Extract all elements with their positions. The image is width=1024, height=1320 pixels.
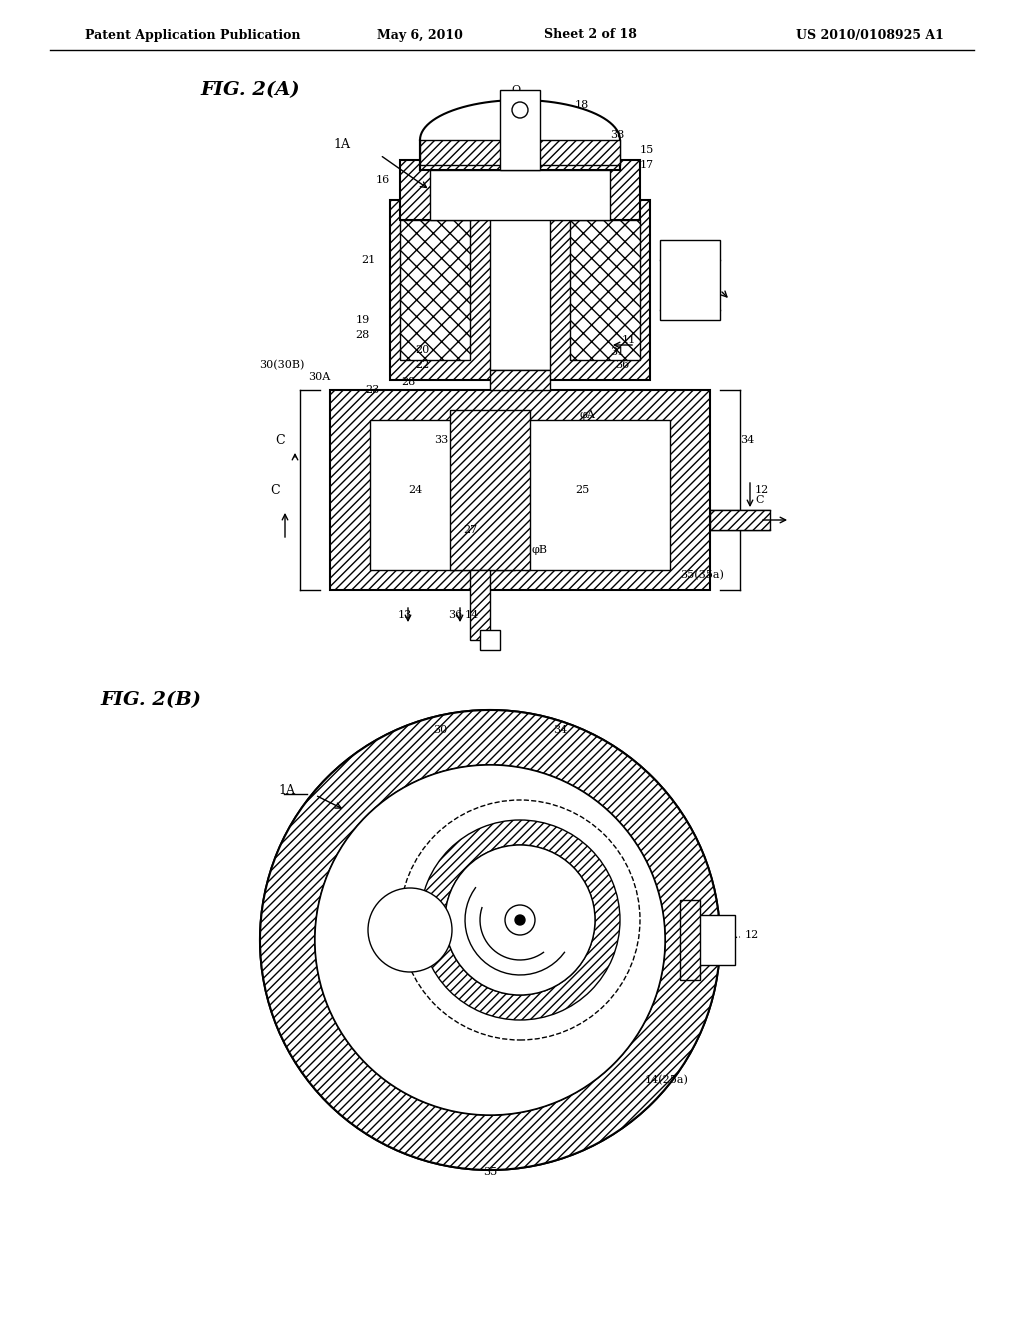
Text: 36: 36	[447, 610, 462, 620]
Circle shape	[260, 710, 720, 1170]
Text: 13: 13	[398, 610, 412, 620]
Text: 27: 27	[463, 525, 477, 535]
Text: 23: 23	[366, 385, 380, 395]
Text: 28: 28	[355, 330, 370, 341]
Circle shape	[512, 102, 528, 117]
Text: 35(35a): 35(35a)	[680, 570, 724, 581]
Text: 34: 34	[553, 725, 567, 735]
Bar	[480, 630, 500, 649]
Text: 30A: 30A	[308, 372, 330, 381]
Text: 12: 12	[745, 931, 759, 940]
Wedge shape	[260, 710, 720, 1170]
Circle shape	[315, 766, 665, 1115]
Circle shape	[368, 888, 452, 972]
Bar	[400, 220, 470, 360]
Text: 1A: 1A	[333, 139, 350, 152]
Bar	[500, 90, 540, 170]
Bar	[470, 570, 490, 640]
Text: φB: φB	[532, 545, 548, 554]
Bar	[370, 420, 515, 570]
Text: 20(23)24: 20(23)24	[520, 845, 571, 855]
Bar	[450, 411, 530, 570]
Bar	[390, 201, 650, 380]
Circle shape	[515, 915, 525, 925]
Text: 19: 19	[355, 315, 370, 325]
Text: 15: 15	[640, 145, 654, 154]
Bar	[710, 510, 770, 531]
Bar	[680, 900, 700, 979]
Bar	[570, 220, 640, 360]
Text: 30: 30	[433, 725, 447, 735]
Text: US 2010/0108925 A1: US 2010/0108925 A1	[796, 29, 944, 41]
Text: 38: 38	[610, 129, 625, 140]
Text: 33: 33	[434, 436, 449, 445]
Bar	[490, 210, 550, 370]
Text: 36: 36	[615, 360, 630, 370]
Text: 14: 14	[465, 610, 479, 620]
Text: 25: 25	[441, 1040, 455, 1049]
Text: 11: 11	[622, 335, 636, 345]
Text: FIG. 2(A): FIG. 2(A)	[200, 81, 300, 99]
Bar	[695, 915, 735, 965]
Text: 12: 12	[755, 484, 769, 495]
Text: 22: 22	[416, 360, 430, 370]
Wedge shape	[420, 820, 620, 1020]
Bar	[490, 370, 550, 389]
Text: 30(30B): 30(30B)	[260, 360, 305, 370]
Text: C: C	[275, 433, 285, 446]
Text: 20: 20	[416, 345, 430, 355]
Text: O: O	[511, 84, 520, 95]
Text: 21: 21	[360, 255, 375, 265]
Bar	[400, 160, 640, 220]
Circle shape	[445, 845, 595, 995]
Text: 28: 28	[400, 378, 415, 387]
Text: Sheet 2 of 18: Sheet 2 of 18	[544, 29, 637, 41]
Text: 25: 25	[575, 484, 589, 495]
Text: C: C	[755, 495, 764, 506]
Bar	[430, 170, 610, 220]
Text: 1A: 1A	[278, 784, 295, 796]
Bar	[660, 240, 720, 319]
Text: 31: 31	[610, 347, 625, 356]
Bar	[525, 420, 670, 570]
Text: 18: 18	[575, 100, 589, 110]
Bar	[330, 389, 710, 590]
Bar	[420, 140, 620, 165]
Text: 14(25a): 14(25a)	[645, 1074, 689, 1085]
Text: C: C	[270, 483, 280, 496]
Text: 17: 17	[640, 160, 654, 170]
Text: O: O	[467, 1045, 476, 1055]
Circle shape	[505, 906, 535, 935]
Text: 34: 34	[740, 436, 755, 445]
Text: 13: 13	[383, 1035, 397, 1045]
Text: May 6, 2010: May 6, 2010	[377, 29, 463, 41]
Text: FIG. 2(B): FIG. 2(B)	[100, 690, 201, 709]
Text: φA: φA	[580, 411, 596, 420]
Text: 24: 24	[408, 484, 422, 495]
Text: Patent Application Publication: Patent Application Publication	[85, 29, 300, 41]
Bar	[420, 140, 620, 170]
Text: 16: 16	[376, 176, 390, 185]
Text: 35: 35	[483, 1167, 497, 1177]
